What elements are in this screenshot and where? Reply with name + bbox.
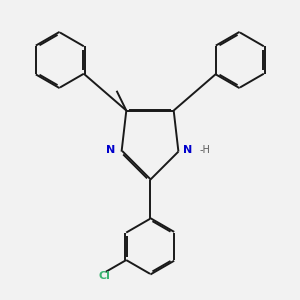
Text: -H: -H	[200, 145, 211, 155]
Text: N: N	[106, 145, 115, 155]
Text: Cl: Cl	[98, 271, 110, 281]
Text: N: N	[183, 145, 192, 155]
